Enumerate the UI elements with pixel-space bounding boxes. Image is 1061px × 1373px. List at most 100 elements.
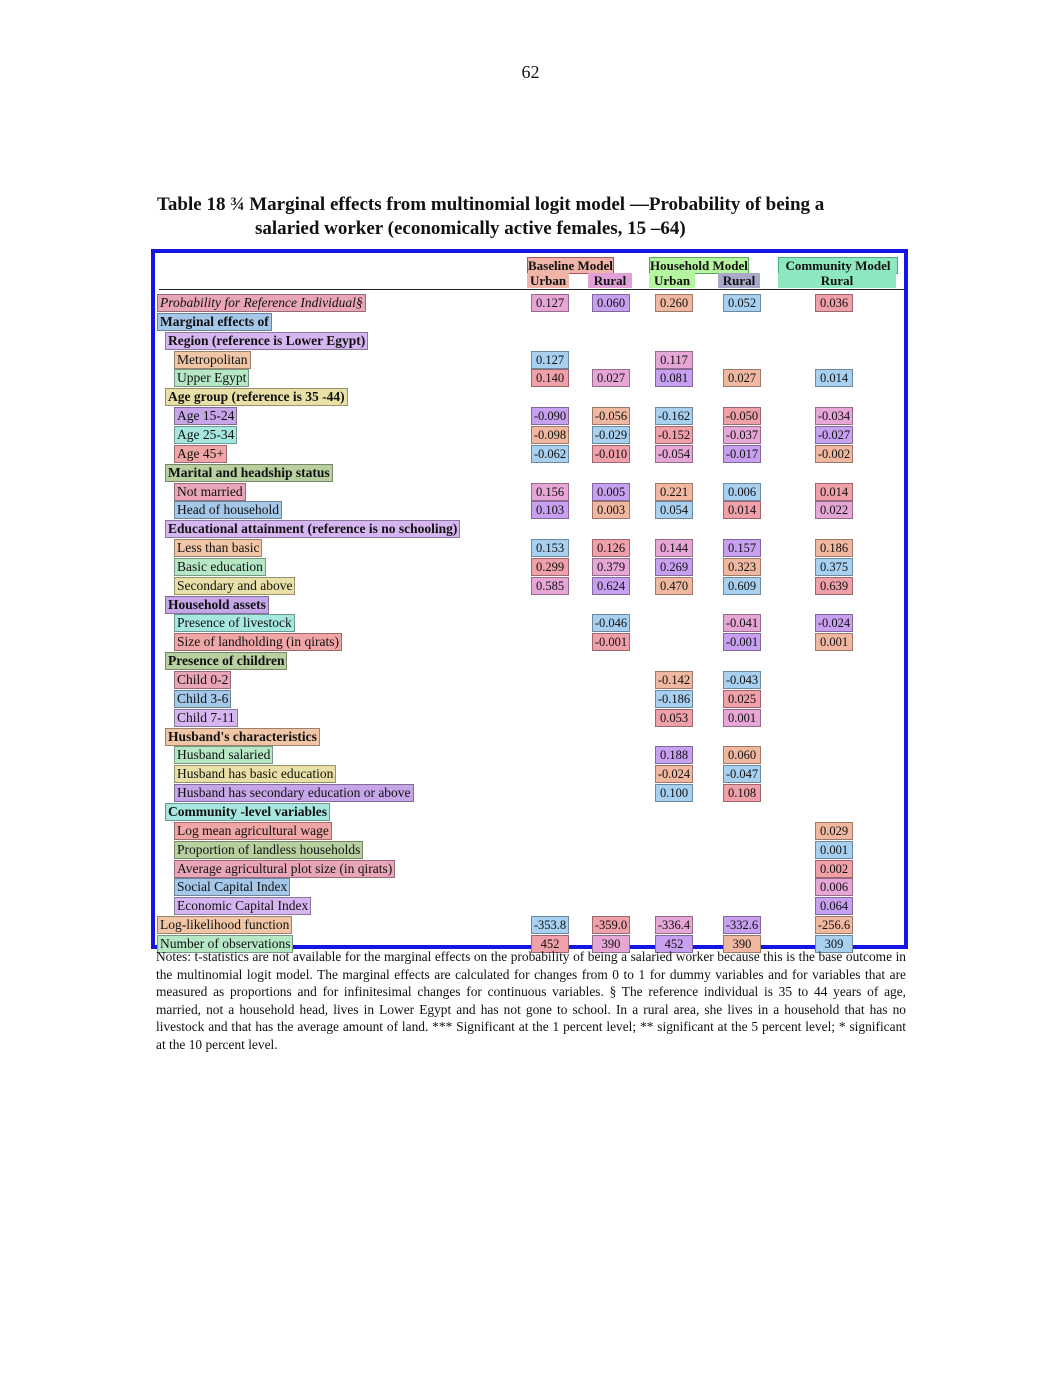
table-cell: 0.001	[815, 840, 853, 859]
table-frame: Baseline Model Household Model Community…	[151, 249, 908, 953]
table-cell: 0.379	[592, 557, 630, 576]
table-row: Marginal effects of	[155, 312, 904, 331]
table-row: Husband salaried 0.188 0.060	[155, 746, 904, 765]
table-cell: 0.585	[531, 576, 569, 595]
table-row: Log-likelihood function -353.8 -359.0 -336.…	[155, 916, 904, 935]
table-cell: 0.036	[815, 294, 853, 312]
table-row: Age group (reference is 35 -44)	[155, 388, 904, 407]
table-row: Marital and headship status	[155, 463, 904, 482]
row-label: Age 25-34	[174, 425, 238, 444]
table-cell: -0.047	[723, 765, 761, 784]
table-cell: 452	[655, 934, 693, 953]
row-label: Household assets	[165, 595, 269, 614]
row-label: Head of household	[174, 501, 282, 520]
header-baseline-model: Baseline Model	[527, 257, 614, 274]
row-label: Log mean agricultural wage	[174, 821, 332, 840]
table-row: Age 15-24 -0.090 -0.056 -0.162 -0.050 -0.034	[155, 407, 904, 426]
table-cell: 0.117	[655, 350, 693, 369]
table-cell: 0.014	[815, 369, 853, 388]
table-cell: -0.056	[592, 407, 630, 426]
table-cell: 0.060	[592, 294, 630, 312]
table-cell: 0.027	[723, 369, 761, 388]
row-label: Educational attainment (reference is no …	[165, 520, 461, 539]
table-row: Proportion of landless households 0.001	[155, 840, 904, 859]
header-community-model: Community Model	[778, 257, 898, 274]
table-cell: -0.001	[592, 633, 630, 652]
table-row: Educational attainment (reference is no …	[155, 520, 904, 539]
table-row: Region (reference is Lower Egypt)	[155, 331, 904, 350]
table-row: Presence of livestock -0.046 -0.041 -0.024	[155, 614, 904, 633]
table-cell: 0.014	[723, 501, 761, 520]
table-cell: 0.014	[815, 482, 853, 501]
table-cell: 0.029	[815, 821, 853, 840]
subhead-rural-household: Rural	[718, 273, 760, 288]
table-cell: 0.060	[723, 746, 761, 765]
table-cell: 0.221	[655, 482, 693, 501]
subhead-urban-household: Urban	[649, 273, 695, 288]
table-cell: -0.002	[815, 444, 853, 463]
table-row: Number of observations 452 390 452 390 309	[155, 934, 904, 953]
table-cell: 0.053	[655, 708, 693, 727]
table-cell: -0.037	[723, 425, 761, 444]
row-label: Husband has secondary education or above	[174, 784, 414, 803]
table-row: Probability for Reference Individual§ 0.1…	[155, 294, 904, 312]
row-label: Average agricultural plot size (in qirat…	[174, 859, 396, 878]
table-cell: 0.609	[723, 576, 761, 595]
table-row: Social Capital Index 0.006	[155, 878, 904, 897]
table-cell: 0.639	[815, 576, 853, 595]
table-cell: 0.108	[723, 784, 761, 803]
page-number: 62	[521, 62, 540, 82]
header-household-model: Household Model	[649, 257, 749, 274]
subhead-rural-baseline: Rural	[588, 273, 632, 288]
table-cell: -0.046	[592, 614, 630, 633]
table-cell: 390	[723, 934, 761, 953]
row-label: Metropolitan	[174, 350, 251, 369]
table-cell: -332.6	[723, 916, 761, 935]
table-cell: 0.006	[723, 482, 761, 501]
row-label: Not married	[174, 482, 246, 501]
table-cell: 309	[815, 934, 853, 953]
table-row: Husband has basic education -0.024 -0.047	[155, 765, 904, 784]
row-label: Social Capital Index	[174, 878, 291, 897]
table-cell: 0.052	[723, 294, 761, 312]
table-cell: 0.025	[723, 689, 761, 708]
table-cell: 0.001	[815, 633, 853, 652]
table-cell: 0.144	[655, 539, 693, 558]
caption-line-1: Table 18 ¾ Marginal effects from multino…	[157, 194, 825, 215]
table-cell: -0.054	[655, 444, 693, 463]
table-row: Community -level variables	[155, 802, 904, 821]
table-row: Child 7-11 0.053 0.001	[155, 708, 904, 727]
table-cell: 452	[531, 934, 569, 953]
table-row: Household assets	[155, 595, 904, 614]
table-cell: 0.156	[531, 482, 569, 501]
table-cell: 0.153	[531, 539, 569, 558]
table-row: Head of household 0.103 0.003 0.054 0.014 0.0…	[155, 501, 904, 520]
table-cell: 0.157	[723, 539, 761, 558]
table-cell: 0.006	[815, 878, 853, 897]
table-row: Child 3-6 -0.186 0.025	[155, 689, 904, 708]
table-row: Size of landholding (in qirats) -0.001 -0.…	[155, 633, 904, 652]
table-cell: -0.010	[592, 444, 630, 463]
table-cell: 0.103	[531, 501, 569, 520]
table-cell: 0.005	[592, 482, 630, 501]
table-row: Age 25-34 -0.098 -0.029 -0.152 -0.037 -0.027	[155, 425, 904, 444]
table-cell: 0.003	[592, 501, 630, 520]
table-cell: 0.126	[592, 539, 630, 558]
table-cell: 0.001	[723, 708, 761, 727]
table-cell: -0.024	[655, 765, 693, 784]
table-cell: -0.142	[655, 671, 693, 689]
table-cell: -0.152	[655, 425, 693, 444]
row-label: Husband has basic education	[174, 765, 337, 784]
header-rule	[159, 289, 904, 290]
row-label: Number of observations	[157, 934, 294, 953]
table-row: Husband's characteristics	[155, 727, 904, 746]
row-label: Age 15-24	[174, 407, 238, 426]
table-row: Log mean agricultural wage 0.029	[155, 821, 904, 840]
table-row: Average agricultural plot size (in qirat…	[155, 859, 904, 878]
table-row: Upper Egypt 0.140 0.027 0.081 0.027 0.014	[155, 369, 904, 388]
table-cell: 0.081	[655, 369, 693, 388]
table-cell: 0.186	[815, 539, 853, 558]
table-cell: 0.127	[531, 294, 569, 312]
row-label: Probability for Reference Individual§	[157, 294, 366, 312]
table-cell: 0.054	[655, 501, 693, 520]
